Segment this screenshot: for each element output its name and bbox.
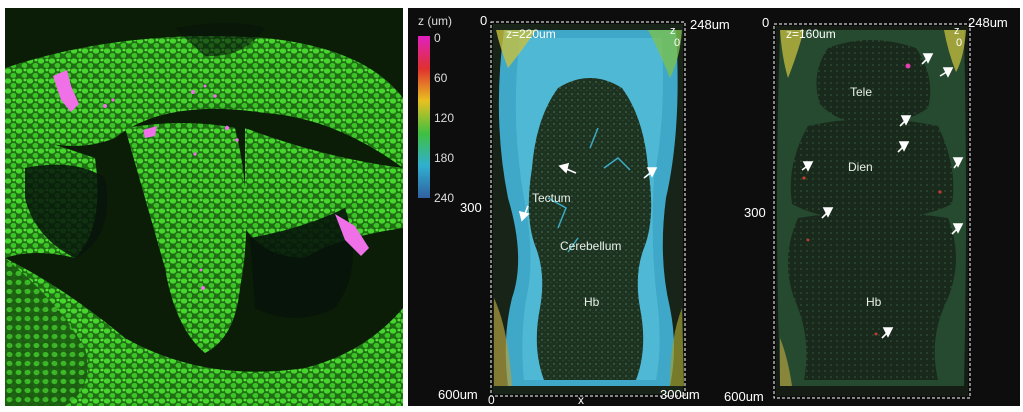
brain2-axis-origin: 0 [762, 15, 770, 30]
colorbar-tick: 180 [434, 151, 455, 165]
brain2-corner-zero: 0 [956, 37, 963, 49]
region-label-tectum: Tectum [532, 191, 571, 205]
micrograph-image [5, 8, 403, 406]
brain-2-image [773, 23, 971, 399]
brain1-axis-origin: 0 [480, 13, 488, 28]
magenta-signal [53, 70, 369, 290]
annotation-arrows [518, 53, 964, 339]
brain-1-image [490, 21, 686, 397]
brain1-length-label: 600um [438, 387, 478, 402]
brain1-x-axis-label: x [578, 393, 584, 406]
colorbar-tick: 60 [434, 71, 448, 85]
brain1-bottom-zero: 0 [488, 393, 495, 406]
brain1-x-max-label: 300um [660, 387, 700, 402]
brain2-corner-z: z [954, 25, 960, 37]
brain1-mid-tick: 300 [460, 200, 482, 215]
brain2-depth-label: z=160um [786, 27, 836, 41]
colorbar [418, 36, 430, 198]
colorbar-tick: 120 [434, 111, 455, 125]
brain2-length-label: 600um [724, 389, 764, 404]
depth-colored-brain-panel: z (um) [408, 8, 1020, 406]
region-label-tele: Tele [850, 85, 873, 99]
brain1-depth-label: z=220um [506, 27, 556, 41]
fluorescence-micrograph-panel [5, 8, 403, 406]
brain1-corner-zero: 0 [674, 37, 681, 49]
brain2-width-label: 248um [968, 15, 1008, 30]
region-label-hb-2: Hb [866, 295, 882, 309]
region-label-cerebellum: Cerebellum [560, 239, 622, 253]
brain1-corner-z: z [670, 25, 676, 37]
colorbar-tick: 0 [434, 31, 441, 45]
colorbar-title: z (um) [418, 14, 452, 28]
colorbar-tick: 240 [434, 191, 455, 205]
brain2-mid-tick: 300 [744, 205, 766, 220]
brain-images [418, 21, 971, 399]
region-label-dien: Dien [848, 160, 873, 174]
region-label-hb: Hb [584, 295, 600, 309]
brain1-width-label: 248um [690, 17, 730, 32]
